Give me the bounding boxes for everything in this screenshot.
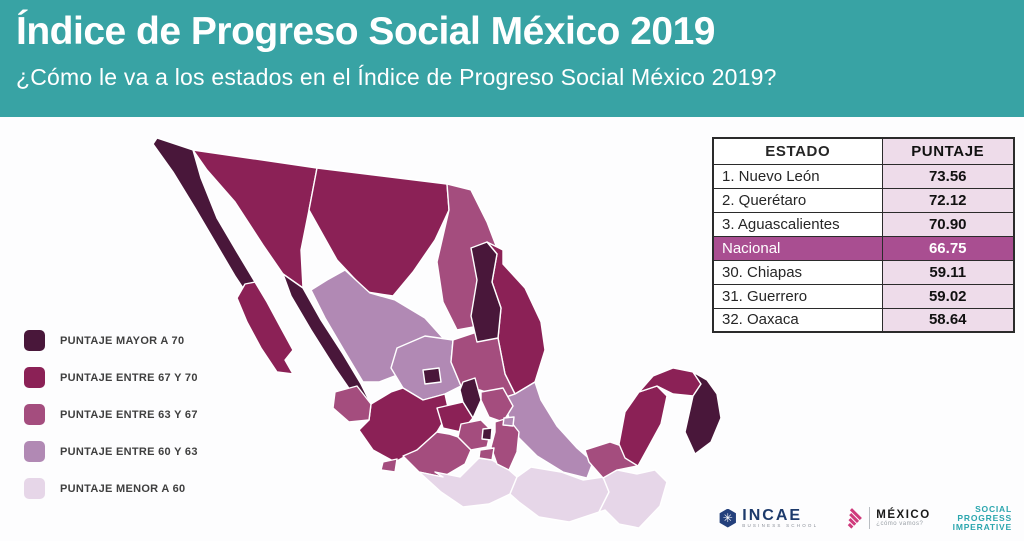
state-tlaxcala	[502, 416, 515, 427]
legend-label: PUNTAJE MENOR A 60	[60, 482, 186, 495]
mexico-como-vamos-logo: MÉXICO ¿cómo vamos?	[840, 506, 930, 530]
map-legend: PUNTAJE MAYOR A 70 PUNTAJE ENTRE 67 Y 70 P…	[24, 322, 198, 507]
footer-logos: ✳ INCAE BUSINESS SCHOOL MÉXICO ¿cómo vam…	[718, 501, 1012, 535]
spi-logo-line: SOCIAL	[975, 503, 1012, 514]
cell-estado: 32. Oaxaca	[712, 307, 883, 333]
state-oaxaca	[509, 466, 610, 523]
spi-logo-line: PROGRESS	[957, 512, 1012, 523]
state-zacatecas	[390, 335, 462, 401]
table-row: 32. Oaxaca 58.64	[712, 307, 1015, 333]
mexico-choropleth-map	[105, 130, 735, 535]
cell-estado: 30. Chiapas	[712, 259, 883, 285]
state-cdmx	[481, 427, 493, 441]
cell-puntaje: 73.56	[881, 163, 1015, 189]
cell-puntaje: 72.12	[881, 187, 1015, 213]
state-baja-california-sur	[236, 281, 294, 375]
spi-logo-line: IMPERATIVE	[952, 521, 1012, 532]
cell-puntaje: 66.75	[881, 235, 1015, 261]
mexico-bars-icon	[848, 508, 863, 529]
state-campeche	[618, 385, 668, 467]
legend-color-swatch	[24, 478, 45, 499]
state-chiapas	[598, 469, 668, 529]
mexico-logo-subtext: ¿cómo vamos?	[876, 520, 924, 527]
legend-item: PUNTAJE ENTRE 60 Y 63	[24, 433, 198, 470]
logo-divider	[869, 507, 871, 529]
legend-item: PUNTAJE MAYOR A 70	[24, 322, 198, 359]
state-queretaro	[459, 377, 482, 419]
cell-estado: 1. Nuevo León	[712, 163, 883, 189]
legend-label: PUNTAJE MAYOR A 70	[60, 334, 185, 347]
legend-label: PUNTAJE ENTRE 60 Y 63	[60, 445, 198, 458]
legend-item: PUNTAJE MENOR A 60	[24, 470, 198, 507]
cell-puntaje: 70.90	[881, 211, 1015, 237]
incae-logo-subtext: BUSINESS SCHOOL	[742, 523, 819, 528]
table-row: 3. Aguascalientes 70.90	[712, 211, 1015, 237]
legend-color-swatch	[24, 441, 45, 462]
score-table: ESTADO PUNTAJE 1. Nuevo León 73.56 2. Quer…	[712, 137, 1015, 333]
table-row-nacional: Nacional 66.75	[712, 235, 1015, 261]
page-subtitle: ¿Cómo le va a los estados en el Índice d…	[16, 63, 777, 90]
state-colima	[380, 458, 398, 473]
table-row: 31. Guerrero 59.02	[712, 283, 1015, 309]
column-header-puntaje: PUNTAJE	[881, 137, 1015, 165]
cell-estado: 2. Querétaro	[712, 187, 883, 213]
legend-color-swatch	[24, 330, 45, 351]
legend-color-swatch	[24, 367, 45, 388]
table-row: 2. Querétaro 72.12	[712, 187, 1015, 213]
cell-puntaje: 59.11	[881, 259, 1015, 285]
table-row: 30. Chiapas 59.11	[712, 259, 1015, 285]
cell-estado: Nacional	[712, 235, 883, 261]
header-banner: Índice de Progreso Social México 2019 ¿C…	[0, 0, 1024, 117]
column-header-estado: ESTADO	[712, 137, 883, 165]
state-quintana-roo	[684, 371, 722, 455]
state-edomex	[457, 419, 492, 451]
cell-estado: 3. Aguascalientes	[712, 211, 883, 237]
legend-item: PUNTAJE ENTRE 67 Y 70	[24, 359, 198, 396]
state-nuevo-leon	[470, 241, 502, 343]
legend-label: PUNTAJE ENTRE 67 Y 70	[60, 371, 198, 384]
state-chihuahua	[308, 167, 450, 297]
table-header-row: ESTADO PUNTAJE	[712, 137, 1015, 165]
legend-item: PUNTAJE ENTRE 63 Y 67	[24, 396, 198, 433]
state-nayarit	[332, 385, 372, 423]
cell-puntaje: 59.02	[881, 283, 1015, 309]
mexico-logo-name: MÉXICO	[876, 508, 931, 521]
legend-color-swatch	[24, 404, 45, 425]
state-aguascalientes	[422, 367, 442, 385]
table-row: 1. Nuevo León 73.56	[712, 163, 1015, 189]
incae-logo: ✳ INCAE BUSINESS SCHOOL	[718, 508, 818, 528]
page-title: Índice de Progreso Social México 2019	[16, 10, 715, 53]
cell-estado: 31. Guerrero	[712, 283, 883, 309]
social-progress-imperative-logo: SOCIAL PROGRESS IMPERATIVE	[952, 503, 1012, 532]
state-morelos	[478, 447, 495, 461]
mexico-map-svg	[152, 137, 722, 529]
legend-label: PUNTAJE ENTRE 63 Y 67	[60, 408, 198, 421]
incae-logo-name: INCAE	[742, 507, 803, 524]
cell-puntaje: 58.64	[881, 307, 1015, 333]
incae-hexagon-icon: ✳	[719, 508, 736, 528]
